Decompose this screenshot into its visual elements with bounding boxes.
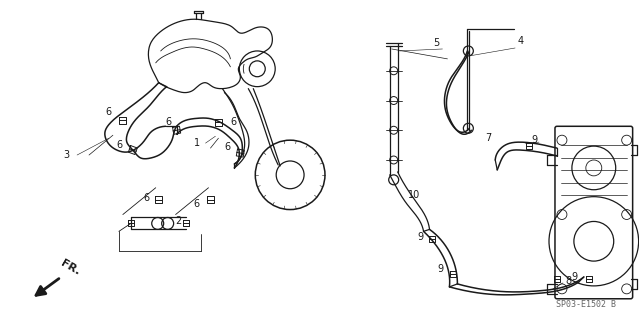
Text: 4: 4 <box>517 36 524 46</box>
Text: 6: 6 <box>116 140 122 150</box>
Text: 2: 2 <box>175 217 182 226</box>
Text: 10: 10 <box>408 190 420 200</box>
Text: 6: 6 <box>144 193 150 203</box>
Text: 6: 6 <box>166 117 172 127</box>
Text: 9: 9 <box>571 272 577 282</box>
Text: 1: 1 <box>193 138 200 148</box>
Text: 8: 8 <box>565 276 571 286</box>
Text: 5: 5 <box>433 38 440 48</box>
Text: 7: 7 <box>485 133 492 143</box>
Text: 9: 9 <box>531 135 537 145</box>
Text: SP03-E1502 B: SP03-E1502 B <box>556 300 616 309</box>
Text: 3: 3 <box>63 150 69 160</box>
Text: 9: 9 <box>417 232 424 242</box>
Text: 6: 6 <box>193 199 200 209</box>
Text: FR.: FR. <box>59 258 82 277</box>
Text: 6: 6 <box>225 142 230 152</box>
Text: 6: 6 <box>105 108 111 117</box>
Text: 6: 6 <box>230 117 237 127</box>
Text: 9: 9 <box>438 264 444 274</box>
